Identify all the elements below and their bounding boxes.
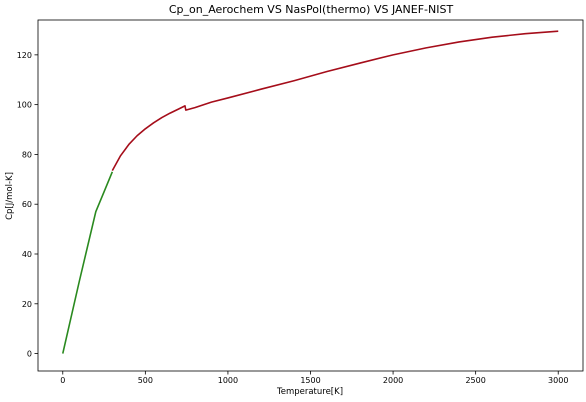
series-line-1: [61, 171, 114, 354]
series-line-2: [111, 30, 559, 171]
y-tick-label: 40: [22, 250, 32, 259]
chart-title: Cp_on_Aerochem VS NasPol(thermo) VS JANE…: [169, 3, 454, 16]
x-tick-label: 3000: [548, 376, 568, 385]
plot-frame: [37, 19, 584, 372]
y-tick-label: 100: [17, 101, 32, 110]
series-layer: [61, 30, 559, 354]
y-axis-label: Cp[J/mol-K]: [5, 172, 15, 220]
x-axis: 0 500 1000 1500 2000 2500 3000: [60, 371, 568, 385]
x-tick-label: 0: [60, 376, 65, 385]
x-tick-label: 500: [138, 376, 153, 385]
x-tick-label: 2000: [383, 376, 403, 385]
x-tick-label: 1000: [218, 376, 238, 385]
x-axis-label: Temperature[K]: [276, 387, 343, 397]
y-tick-label: 60: [22, 200, 32, 209]
y-tick-label: 80: [22, 150, 32, 159]
y-tick-label: 120: [17, 51, 32, 60]
y-tick-label: 0: [27, 350, 32, 359]
y-tick-label: 20: [22, 300, 32, 309]
y-axis: 0 20 40 60 80 100 120: [17, 51, 38, 359]
x-tick-label: 2500: [465, 376, 485, 385]
x-tick-label: 1500: [300, 376, 320, 385]
